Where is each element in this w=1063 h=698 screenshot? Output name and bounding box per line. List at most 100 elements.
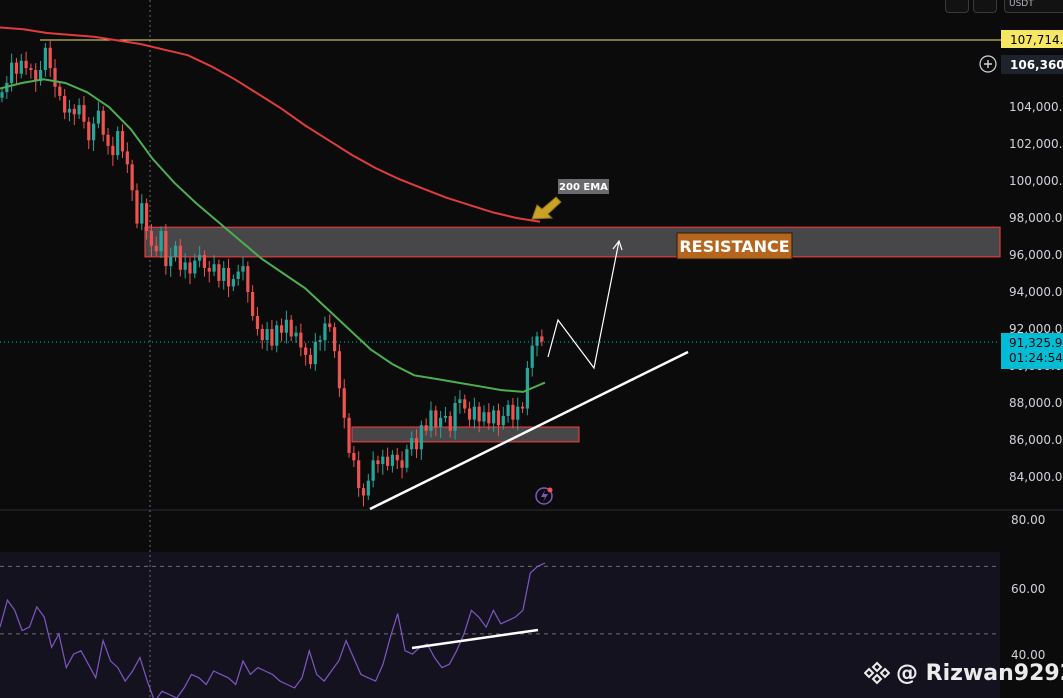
candle-body bbox=[328, 323, 332, 328]
candle-body bbox=[511, 404, 515, 420]
candle-body bbox=[284, 319, 288, 333]
candle-body bbox=[116, 131, 120, 156]
candle-body bbox=[294, 332, 298, 337]
candle-body bbox=[304, 347, 308, 355]
high-price-badge-text: 107,714. bbox=[1010, 33, 1063, 47]
candle-body bbox=[419, 425, 423, 450]
candle-body bbox=[193, 260, 197, 274]
trendline-support bbox=[369, 350, 689, 511]
symbol-button[interactable]: USDT bbox=[1004, 0, 1063, 13]
candle-body bbox=[540, 336, 544, 342]
lightning-bolt bbox=[541, 490, 548, 502]
support-zone bbox=[351, 426, 580, 443]
candle-body bbox=[164, 230, 168, 267]
candle-body bbox=[487, 412, 491, 424]
resistance-label-box bbox=[676, 232, 793, 260]
alert-dot bbox=[547, 487, 553, 493]
ema-200-line bbox=[0, 26, 541, 223]
candle-body bbox=[38, 70, 43, 82]
candle-body bbox=[260, 329, 264, 341]
candle-body bbox=[434, 410, 438, 428]
candle-body bbox=[386, 456, 390, 466]
candle-body bbox=[231, 279, 235, 287]
candle-body bbox=[48, 47, 52, 69]
price-tick-label: 88,000.0 bbox=[1009, 396, 1062, 410]
candle-body bbox=[318, 340, 322, 342]
plus-glyph bbox=[984, 60, 992, 68]
annotation-labels: 107,714. 106,360. 91,325.901:24:54 RESISTAN… bbox=[558, 30, 1063, 369]
candle-body bbox=[96, 110, 100, 124]
candle-body bbox=[275, 325, 279, 346]
ema-green-line bbox=[0, 78, 546, 393]
candle-body bbox=[289, 319, 293, 337]
candle-body bbox=[34, 70, 38, 82]
candle-body bbox=[492, 410, 496, 424]
candle-body bbox=[255, 316, 260, 329]
candle-body bbox=[183, 262, 187, 270]
rsi-line bbox=[0, 562, 546, 698]
candle-body bbox=[424, 425, 428, 431]
candle-body bbox=[332, 327, 337, 352]
download-icon[interactable] bbox=[945, 0, 969, 13]
trend-drawings bbox=[369, 196, 689, 650]
candle-body bbox=[467, 408, 472, 420]
price-tick-label: 96,000.0 bbox=[1009, 248, 1062, 262]
candle-body bbox=[188, 262, 192, 274]
candle-body bbox=[173, 245, 178, 257]
candle-body bbox=[530, 345, 534, 368]
price-tick-label: 104,000. bbox=[1009, 100, 1062, 114]
candle-body bbox=[217, 264, 221, 281]
current-price-badge bbox=[1001, 333, 1063, 369]
candle-body bbox=[313, 341, 317, 365]
candle-body bbox=[130, 164, 134, 191]
candle-body bbox=[414, 438, 419, 450]
candle-body bbox=[14, 62, 19, 74]
candlestick-series bbox=[0, 40, 544, 507]
candle-body bbox=[120, 131, 125, 152]
price-tick-label: 100,000. bbox=[1009, 174, 1062, 188]
fullscreen-icon[interactable] bbox=[973, 0, 997, 13]
rsi-tick-label: 80.00 bbox=[1011, 513, 1045, 527]
candle-body bbox=[207, 267, 211, 272]
candle-body bbox=[53, 68, 57, 87]
candle-body bbox=[525, 367, 529, 409]
candle-body bbox=[443, 415, 448, 418]
candle-body bbox=[125, 151, 129, 165]
candle-body bbox=[299, 332, 303, 348]
resistance-zone bbox=[144, 226, 1001, 258]
candle-body bbox=[270, 329, 274, 346]
moving-averages bbox=[0, 26, 546, 393]
candle-body bbox=[82, 105, 86, 122]
watermark-text: @ Rizwan9292 bbox=[896, 660, 1063, 686]
candle-body bbox=[0, 92, 4, 98]
watermark: @ Rizwan9292 bbox=[864, 658, 1063, 688]
candle-body bbox=[482, 412, 486, 422]
candle-body bbox=[506, 404, 510, 416]
price-tick-label: 98,000.0 bbox=[1009, 211, 1062, 225]
candle-body bbox=[251, 292, 255, 317]
rsi-background bbox=[0, 552, 1000, 698]
candle-body bbox=[19, 60, 23, 74]
candle-body bbox=[279, 325, 284, 333]
candle-body bbox=[140, 203, 144, 224]
candle-body bbox=[241, 266, 245, 272]
candle-body bbox=[501, 415, 505, 426]
candle-body bbox=[496, 410, 501, 426]
candle-body bbox=[29, 68, 33, 70]
candle-body bbox=[535, 336, 539, 346]
candle-body bbox=[429, 410, 433, 431]
candle-body bbox=[376, 460, 380, 465]
candle-body bbox=[347, 417, 351, 453]
candle-body bbox=[439, 417, 443, 428]
candle-body bbox=[516, 406, 520, 420]
candle-body bbox=[400, 460, 404, 468]
ema-label-box bbox=[558, 179, 609, 194]
price-axis[interactable]: 104,000. 102,000. 100,000. 98,000.0 96,000.0… bbox=[1009, 100, 1062, 662]
candle-body bbox=[371, 460, 375, 481]
candle-body bbox=[453, 403, 457, 431]
candle-body bbox=[342, 388, 346, 418]
candle-body bbox=[149, 230, 154, 246]
candle-body bbox=[337, 351, 341, 389]
candle-body bbox=[366, 480, 370, 496]
